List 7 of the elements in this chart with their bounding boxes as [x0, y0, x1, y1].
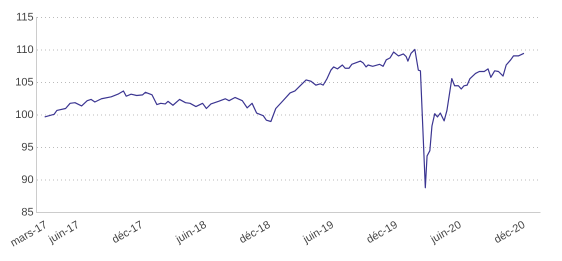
y-tick-label: 95 — [21, 141, 34, 154]
y-tick-label: 115 — [16, 12, 34, 24]
y-tick-label: 105 — [15, 76, 34, 89]
y-tick-label: 100 — [15, 109, 34, 122]
y-tick-label: 110 — [16, 44, 34, 56]
y-tick-label: 85 — [21, 206, 34, 218]
y-tick-label: 90 — [21, 174, 34, 186]
